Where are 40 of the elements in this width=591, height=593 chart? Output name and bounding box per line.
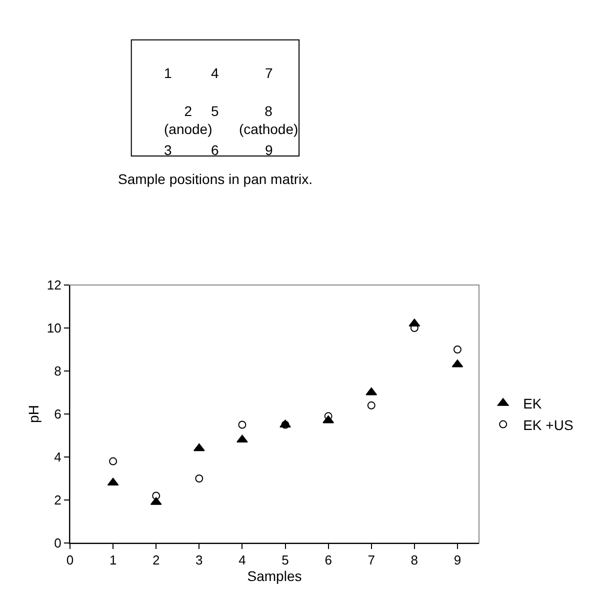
x-tick-label: 1 [109,552,117,568]
legend-label: EK +US [523,416,574,433]
text: 9 [265,142,273,158]
x-tick-label: 2 [152,552,160,568]
point [236,434,248,443]
point [238,420,246,429]
y-tick-label: 10 [46,320,62,336]
x-tick-label: 9 [454,552,462,568]
point [107,478,119,486]
y-tick-label: 12 [46,278,62,293]
x-tick-label: 4 [238,552,246,568]
text: 6 [211,142,219,158]
point [193,443,205,452]
point [109,457,118,466]
x-tick-label: 6 [324,552,332,568]
y-tick-label: 4 [54,450,62,465]
text: 8 (cathode) [239,103,298,138]
point [367,401,376,410]
text: 7 [265,65,273,81]
text: 2 (anode) [164,103,212,138]
text: 4 [211,65,219,81]
y-tick-label: 0 [54,536,62,551]
y-tick-label: 8 [54,364,62,379]
x-tick-label: 5 [282,552,289,568]
x-axis-title: Samples [247,568,302,584]
text: 5 [211,103,219,119]
text: 1 [164,65,172,81]
text: 3 [164,142,172,158]
x-tick-label: 8 [410,552,418,568]
x-tick-label: 7 [368,552,375,568]
point [152,492,160,500]
y-tick-label: 6 [54,406,62,422]
text: Sample positions in pan matrix. [118,171,313,187]
point [453,346,462,354]
x-tick-label: 0 [66,552,74,568]
point [195,474,204,482]
y-axis-title: pH [26,405,42,423]
y-tick-label: 2 [54,492,62,508]
x-tick-label: 3 [196,552,203,568]
legend-label: EK [523,396,542,412]
